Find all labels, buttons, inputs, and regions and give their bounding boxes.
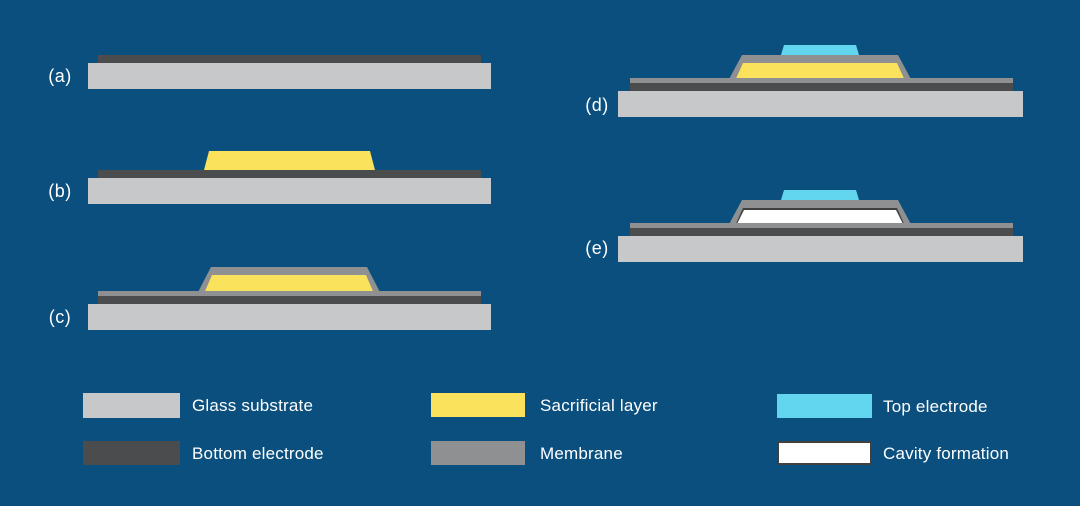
glass-substrate-layer <box>88 63 491 89</box>
legend-label-sacrificial-layer: Sacrificial layer <box>540 396 658 415</box>
top-electrode-layer <box>781 45 859 55</box>
bottom-electrode-layer <box>630 83 1013 91</box>
bottom-electrode-layer <box>98 55 481 63</box>
glass-substrate-layer <box>88 178 491 204</box>
bottom-electrode-layer <box>98 170 481 178</box>
membrane-strip <box>630 78 1013 83</box>
membrane-strip <box>98 291 481 296</box>
step-label-d: (d) <box>585 95 609 115</box>
sacrificial-layer <box>204 151 375 170</box>
bottom-electrode-layer <box>98 296 481 304</box>
glass-substrate-layer <box>618 91 1023 117</box>
legend-label-glass-substrate: Glass substrate <box>192 396 314 415</box>
sacrificial-layer <box>203 275 375 296</box>
top-electrode-layer <box>781 190 859 200</box>
legend-swatch-bottom-electrode <box>83 441 180 465</box>
cavity-layer <box>736 210 904 226</box>
step-label-b: (b) <box>48 181 72 201</box>
step-label-e: (e) <box>585 238 609 258</box>
glass-substrate-layer <box>88 304 491 330</box>
legend-swatch-glass-substrate <box>83 393 180 418</box>
legend-swatch-sacrificial-layer <box>431 393 525 417</box>
legend-swatch-cavity-formation <box>777 441 872 465</box>
legend-label-top-electrode: Top electrode <box>883 397 988 416</box>
legend-swatch-top-electrode <box>777 394 872 418</box>
legend-label-bottom-electrode: Bottom electrode <box>192 444 324 463</box>
legend-label-membrane: Membrane <box>540 444 623 463</box>
step-label-c: (c) <box>48 307 72 327</box>
membrane-strip <box>630 223 1013 228</box>
legend-swatch-membrane <box>431 441 525 465</box>
glass-substrate-layer <box>618 236 1023 262</box>
bottom-electrode-layer <box>630 228 1013 236</box>
legend-label-cavity-formation: Cavity formation <box>883 444 1010 463</box>
step-label-a: (a) <box>48 66 72 86</box>
